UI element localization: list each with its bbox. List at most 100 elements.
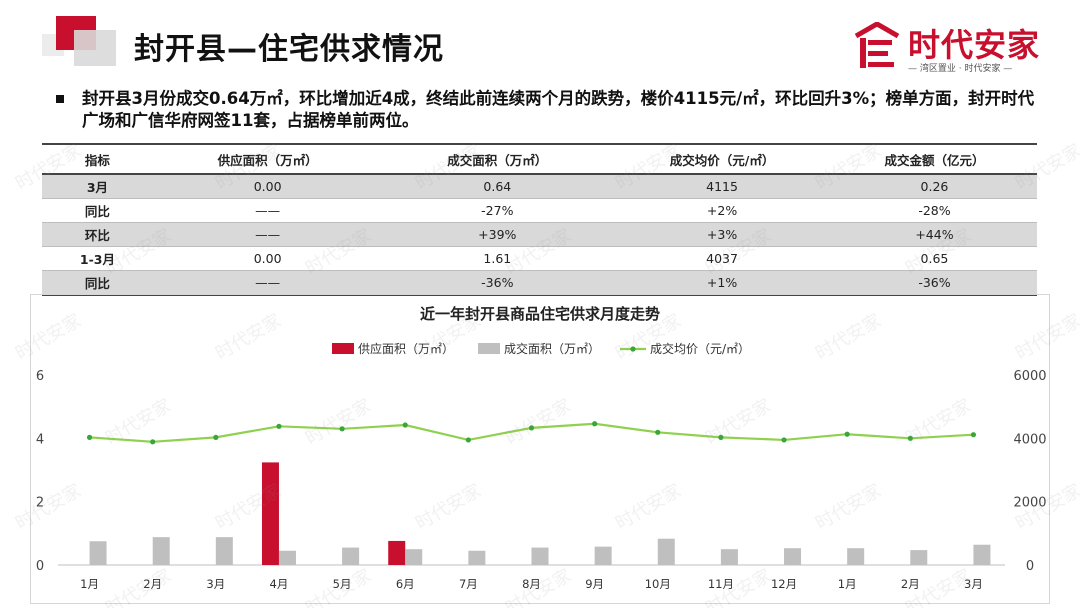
x-tick-label: 7月 <box>459 577 478 591</box>
table-header: 成交均价（元/㎡） <box>612 143 832 175</box>
price-point <box>276 423 282 429</box>
table-cell: 0.00 <box>152 246 383 271</box>
x-tick-label: 9月 <box>585 577 604 591</box>
deal-bar <box>215 537 233 565</box>
table-cell: -36% <box>831 270 1037 296</box>
deal-bar <box>468 550 486 565</box>
table-cell: 同比 <box>42 270 153 296</box>
x-tick-label: 6月 <box>396 577 415 591</box>
deal-bar <box>278 550 296 565</box>
table-header: 成交面积（万㎡） <box>382 143 613 175</box>
brand-name: 时代安家 <box>908 26 1041 64</box>
deal-bar <box>405 549 423 565</box>
x-tick-label: 2月 <box>901 577 920 591</box>
price-point <box>592 421 598 427</box>
deal-bar <box>89 541 107 565</box>
stats-table: 指标 供应面积（万㎡） 成交面积（万㎡） 成交均价（元/㎡） 成交金额（亿元） … <box>42 143 1037 296</box>
price-point <box>528 425 535 431</box>
table-row: 3月 0.00 0.64 4115 0.26 <box>42 174 1037 199</box>
supply-bar <box>261 462 279 565</box>
price-point <box>718 434 724 440</box>
deal-bar <box>720 549 738 565</box>
legend-label-price: 成交均价（元/㎡） <box>650 341 750 356</box>
table-cell: —— <box>152 270 383 296</box>
table-header-row: 指标 供应面积（万㎡） 成交面积（万㎡） 成交均价（元/㎡） 成交金额（亿元） <box>42 143 1037 175</box>
price-point <box>781 437 787 443</box>
x-tick-label: 1月 <box>80 577 99 591</box>
table-cell: 环比 <box>42 222 153 247</box>
deal-bar <box>910 550 928 565</box>
deal-bar <box>152 537 170 565</box>
table-header: 指标 <box>42 143 153 175</box>
table-cell: +1% <box>612 270 832 296</box>
brand-logo: 时代安家 — 湾区置业 · 时代安家 — <box>852 20 1057 74</box>
deal-bar <box>784 548 802 565</box>
x-tick-label: 1月 <box>838 577 857 591</box>
deal-bar <box>847 548 865 565</box>
deal-bar <box>657 538 675 565</box>
x-tick-label: 10月 <box>645 577 671 591</box>
legend-label-deal: 成交面积（万㎡） <box>504 341 600 356</box>
legend-swatch-deal <box>478 343 500 354</box>
table-cell: +2% <box>612 198 832 223</box>
y2-tick-label: 2000 <box>1013 496 1046 511</box>
x-tick-label: 11月 <box>708 577 734 591</box>
table-cell: —— <box>152 222 383 247</box>
table-cell: 同比 <box>42 198 153 223</box>
deal-bar <box>594 546 612 565</box>
table-row: 环比 —— +39% +3% +44% <box>42 222 1037 247</box>
y-tick-label: 6 <box>36 369 44 384</box>
table-cell: +39% <box>382 222 613 247</box>
deal-bar <box>342 547 360 565</box>
summary-text: 封开县3月份成交0.64万㎡，环比增加近4成，终结此前连续两个月的跌势，楼价41… <box>82 89 1035 130</box>
table-header: 成交金额（亿元） <box>831 143 1037 175</box>
x-tick-label: 3月 <box>964 577 983 591</box>
table-row: 同比 —— -36% +1% -36% <box>42 270 1037 296</box>
table-cell: 0.00 <box>152 174 383 199</box>
table-cell: 0.65 <box>831 246 1037 271</box>
x-tick-label: 3月 <box>206 577 225 591</box>
price-point <box>907 435 913 441</box>
table-cell: 1.61 <box>382 246 613 271</box>
page-title: 封开县—住宅供求情况 <box>134 32 444 67</box>
price-point <box>213 434 219 440</box>
chart-frame <box>30 294 1050 604</box>
table-row: 1-3月 0.00 1.61 4037 0.65 <box>42 246 1037 271</box>
x-tick-label: 8月 <box>522 577 541 591</box>
price-point <box>970 432 977 438</box>
legend-label-supply: 供应面积（万㎡） <box>358 341 454 356</box>
table-cell: 3月 <box>42 174 153 199</box>
y2-tick-label: 0 <box>1026 559 1034 574</box>
y2-tick-label: 4000 <box>1013 432 1046 447</box>
x-tick-label: 12月 <box>771 577 797 591</box>
table-header: 供应面积（万㎡） <box>152 143 383 175</box>
x-tick-label: 5月 <box>333 577 352 591</box>
brand-mark-icon <box>854 22 900 68</box>
table-row: 同比 —— -27% +2% -28% <box>42 198 1037 223</box>
table-cell: -27% <box>382 198 613 223</box>
price-point <box>655 429 661 435</box>
bullet-icon <box>56 95 64 103</box>
table-cell: +3% <box>612 222 832 247</box>
x-tick-label: 4月 <box>270 577 289 591</box>
legend-swatch-price-dot <box>630 346 636 352</box>
table-cell: 0.26 <box>831 174 1037 199</box>
table-cell: 0.64 <box>382 174 613 199</box>
y-tick-label: 4 <box>36 432 44 447</box>
price-point <box>844 431 850 437</box>
price-point <box>402 422 408 428</box>
header-decoration <box>42 16 120 68</box>
table-cell: 1-3月 <box>42 246 153 271</box>
price-point <box>339 426 345 432</box>
table-cell: 4115 <box>612 174 832 199</box>
table-cell: +44% <box>831 222 1037 247</box>
price-point <box>86 434 93 440</box>
deal-bar <box>531 547 549 565</box>
table-cell: -28% <box>831 198 1037 223</box>
deal-bar <box>973 544 991 565</box>
y-tick-label: 0 <box>36 559 44 574</box>
y-tick-label: 2 <box>36 496 44 511</box>
table-cell: -36% <box>382 270 613 296</box>
table-cell: 4037 <box>612 246 832 271</box>
